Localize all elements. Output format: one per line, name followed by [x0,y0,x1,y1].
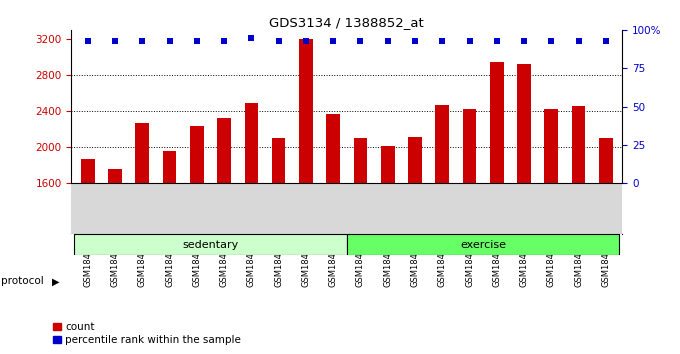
Bar [354,138,367,327]
Bar [135,123,149,327]
Point [328,38,339,44]
Bar [490,62,504,327]
Bar [462,109,476,327]
Point [464,38,475,44]
Text: ▶: ▶ [52,276,59,286]
Bar [517,64,531,327]
Point [164,38,175,44]
Point [573,38,584,44]
Legend: count, percentile rank within the sample: count, percentile rank within the sample [53,322,241,345]
Point [191,38,202,44]
Text: sedentary: sedentary [182,240,239,250]
Bar [81,159,95,327]
Bar [572,106,585,327]
Point [355,38,366,44]
Point [492,38,503,44]
Point [246,35,257,41]
Bar [599,138,613,327]
Bar [545,109,558,327]
Bar [245,103,258,327]
Bar [435,105,449,327]
Bar [163,151,176,327]
Bar [218,119,231,327]
Point [109,38,120,44]
Bar [272,138,286,327]
Point [519,38,530,44]
Point [382,38,393,44]
Text: protocol: protocol [1,276,44,286]
Bar [326,114,340,327]
Text: exercise: exercise [460,240,506,250]
Bar [381,147,394,327]
Point [546,38,557,44]
Point [137,38,148,44]
Bar [74,234,347,255]
Bar [190,126,203,327]
Point [600,38,611,44]
Point [301,38,311,44]
Bar [347,234,619,255]
Point [219,38,230,44]
Title: GDS3134 / 1388852_at: GDS3134 / 1388852_at [269,16,424,29]
Point [409,38,420,44]
Bar [299,39,313,327]
Bar [408,137,422,327]
Point [273,38,284,44]
Bar [108,169,122,327]
Point [437,38,447,44]
Point [82,38,93,44]
